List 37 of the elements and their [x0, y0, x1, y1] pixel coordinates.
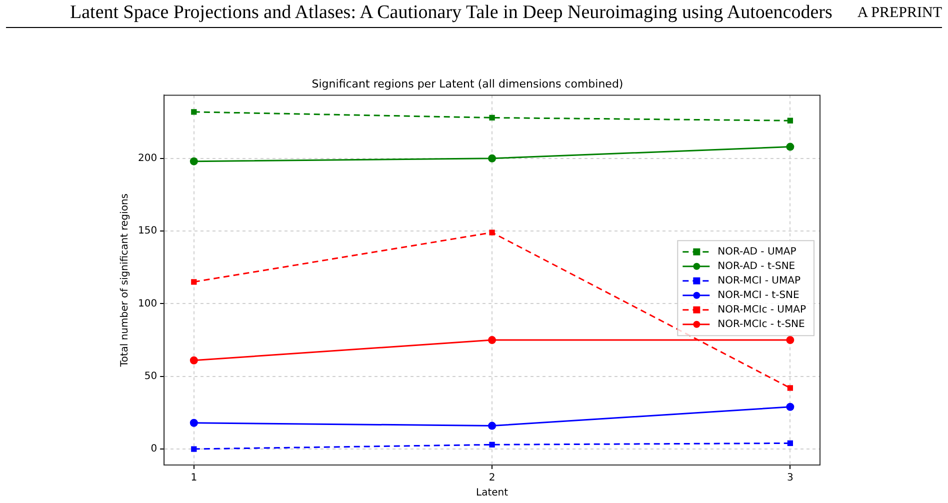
point: [191, 279, 197, 285]
point: [190, 356, 198, 364]
text: A PREPRINT: [857, 5, 942, 22]
point: [787, 118, 794, 124]
legend-label: NOR-MCI - UMAP: [718, 275, 801, 286]
x-axis-title: Latent: [476, 488, 508, 499]
legend-label: NOR-MCIc - UMAP: [718, 304, 806, 316]
point: [191, 446, 197, 452]
point: [489, 114, 495, 121]
point: [787, 385, 794, 391]
legend-label: NOR-MCI - t-SNE: [718, 290, 800, 301]
x-tick-label: 2: [488, 472, 496, 484]
point: [191, 109, 197, 115]
y-tick-label: 50: [144, 370, 158, 382]
y-tick-label: 0: [150, 444, 158, 455]
y-axis-title: Total number of significant regions: [120, 193, 131, 368]
point: [190, 418, 198, 427]
y-tick-label: 200: [138, 153, 158, 164]
point: [489, 230, 495, 236]
point: [786, 402, 794, 411]
legend-label: NOR-MCIc - t-SNE: [718, 318, 805, 330]
x-tick-label: 3: [787, 472, 794, 484]
point: [488, 154, 496, 162]
point: [190, 157, 198, 166]
x-tick-label: 1: [190, 472, 198, 484]
point: [786, 142, 794, 151]
legend-label: NOR-AD - UMAP: [718, 246, 796, 258]
point: [488, 336, 496, 344]
point: [488, 422, 496, 430]
y-tick-label: 150: [138, 226, 158, 237]
y-tick-label: 100: [138, 298, 158, 310]
chart-title: Significant regions per Latent (all dimensions combined): [312, 77, 624, 90]
point: [786, 336, 794, 344]
legend-label: NOR-AD - t-SNE: [718, 260, 796, 272]
text: Latent Space Projections and Atlases: A Cautionary Tale in Deep Neuroimaging using Autoencoders: [70, 2, 832, 24]
point: [489, 442, 495, 448]
point: [787, 440, 794, 446]
